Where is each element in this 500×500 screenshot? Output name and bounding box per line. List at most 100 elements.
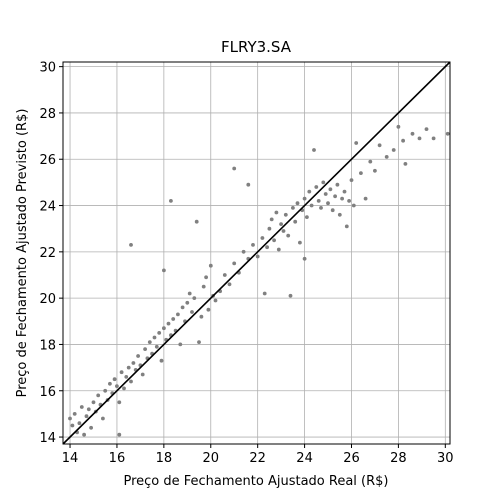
scatter-point [335,182,340,187]
y-tick-label: 16 [39,385,56,400]
scatter-point [119,370,124,375]
scatter-point [154,344,159,349]
x-tick-label: 14 [62,451,79,466]
scatter-point [241,249,246,254]
scatter-point [403,162,408,166]
scatter-point [262,291,267,296]
scatter-point [166,321,171,326]
scatter-point [279,222,283,227]
scatter-point [384,155,389,159]
scatter-point [340,196,344,201]
scatter-point [101,416,105,421]
scatter-point [328,187,333,192]
scatter-point [305,215,309,220]
scatter-point [140,372,145,377]
scatter-points [68,124,450,437]
scatter-point [227,282,232,287]
scatter-point [213,298,218,303]
scatter-point [349,178,354,183]
scatter-point [171,317,176,321]
x-tick-label: 18 [156,451,173,466]
y-tick-label: 26 [39,153,56,168]
scatter-point [281,229,286,233]
scatter-point [68,416,72,421]
scatter-point [312,148,316,152]
scatter-point [190,310,194,314]
scatter-point [326,201,330,206]
scatter-point [197,340,201,344]
scatter-point [291,206,295,210]
scatter-point [201,284,206,289]
scatter-point [206,307,211,312]
scatter-point [91,400,96,405]
scatter-point [288,293,293,298]
scatter-point [431,136,436,141]
scatter-point [314,185,319,189]
x-tick-label: 28 [390,451,407,466]
x-tick-label: 16 [109,451,126,466]
scatter-point [84,414,89,419]
scatter-point [396,124,401,129]
scatter-point [337,212,342,217]
scatter-point [222,273,227,277]
scatter-point [176,312,180,317]
scatter-point [82,432,86,437]
x-tick-label: 30 [437,451,454,466]
scatter-point [307,189,312,194]
scatter-point [232,261,237,266]
x-tick-label: 20 [202,451,219,466]
scatter-point [293,219,298,224]
scatter-point [286,233,291,238]
scatter-point [185,300,190,305]
scatter-point [354,141,359,145]
x-axis-label: Preço de Fechamento Ajustado Real (R$) [123,474,388,489]
scatter-point [377,143,382,148]
y-axis: 14 16 18 20 22 24 26 28 30 [39,61,63,446]
scatter-point [373,168,377,173]
scatter-point [159,358,164,363]
scatter-point [424,127,429,131]
scatter-point [129,243,133,247]
scatter-point [445,131,450,136]
scatter-point [363,196,368,201]
scatter-point [169,199,173,203]
x-tick-label: 24 [296,451,313,466]
scatter-point [417,136,422,141]
scatter-point [344,224,349,229]
scatter-point [124,375,129,379]
scatter-point [283,212,288,217]
scatter-point [251,243,255,247]
scatter-point [295,201,300,206]
x-axis: 14 16 18 20 22 24 26 28 30 [62,444,454,466]
scatter-point [316,199,321,203]
scatter-point [333,194,337,199]
scatter-point [401,138,405,143]
scatter-point [319,206,323,210]
scatter-point [187,291,192,296]
scatter-point [112,377,117,382]
scatter-point [199,314,204,319]
scatter-point [77,421,82,426]
chart-title: FLRY3.SA [221,38,292,56]
scatter-point [157,331,162,335]
scatter-point [298,240,302,245]
plot-frame [62,61,451,445]
scatter-point [126,365,131,370]
scatter-point [117,400,122,405]
scatter-point [269,217,274,222]
scatter-point [359,171,363,176]
scatter-point [194,219,199,224]
scatter-point [302,196,307,201]
scatter-point [204,275,209,280]
grid [63,62,450,444]
scatter-point [72,412,77,416]
x-tick-label: 22 [249,451,266,466]
scatter-point [103,388,108,393]
scatter-point [86,407,91,412]
scatter-point [274,210,279,215]
scatter-point [309,203,314,208]
scatter-point [136,354,141,358]
scatter-point [79,405,84,409]
y-tick-label: 20 [39,292,56,307]
scatter-point [192,296,197,300]
